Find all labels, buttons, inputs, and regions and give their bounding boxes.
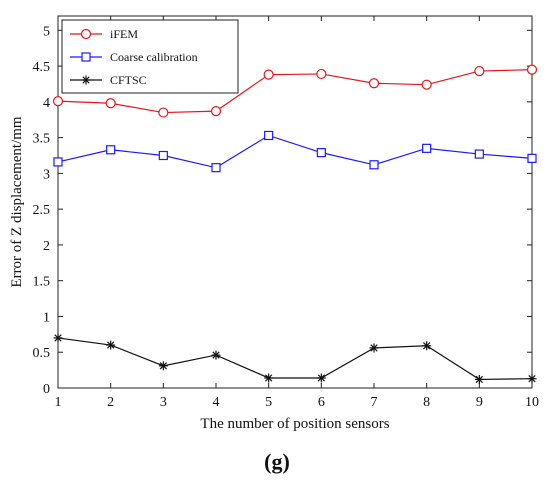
y-tick-label: 0.5	[33, 346, 51, 361]
data-point-coarse-calibration	[316, 148, 326, 158]
data-point-ifem	[526, 64, 538, 75]
plot-frame	[57, 15, 533, 389]
data-point-coarse-calibration	[527, 153, 537, 163]
data-point-cftsc	[316, 373, 326, 383]
data-point-ifem	[368, 78, 380, 89]
data-point-cftsc	[53, 333, 63, 343]
series-line-ifem	[57, 69, 533, 114]
x-tick-label: 4	[213, 395, 220, 410]
x-tick-label: 1	[55, 395, 62, 410]
legend-item: Coarse calibration	[70, 50, 198, 64]
y-tick-label: 1.5	[33, 275, 51, 290]
x-axis-title: The number of position sensors	[200, 416, 389, 432]
y-tick-label: 1	[43, 310, 50, 325]
x-tick-label: 7	[371, 395, 378, 410]
data-point-ifem	[421, 79, 432, 90]
data-point-ifem	[105, 98, 116, 109]
axes: 1 2 3 4 5 6 7 8 9 10 0 0.5 1 1.5 2 2.5 3 3.5 4 4.5 5	[33, 15, 539, 410]
data-point-ifem	[158, 107, 169, 118]
series-cftsc	[53, 333, 537, 384]
x-tick-label: 2	[107, 395, 114, 410]
y-tick-label: 0	[43, 382, 50, 397]
data-point-ifem	[52, 96, 64, 107]
data-point-cftsc	[264, 373, 274, 383]
y-tick-label: 2	[43, 239, 50, 254]
series-line-coarse-calibration	[57, 134, 533, 169]
x-tick-label: 8	[423, 395, 430, 410]
legend-item: CFTSC	[70, 73, 147, 87]
data-point-cftsc	[106, 340, 116, 350]
data-point-coarse-calibration	[211, 163, 221, 173]
y-tick-label: 4	[43, 96, 50, 111]
y-axis-title: Error of Z displacement/mm	[9, 116, 25, 288]
legend-label: Coarse calibration	[110, 50, 198, 64]
data-point-ifem	[474, 65, 485, 77]
x-tick-label: 6	[318, 395, 325, 410]
data-point-coarse-calibration	[369, 160, 379, 170]
legend-marker	[81, 75, 91, 85]
series-layer	[52, 64, 538, 384]
panel-label: (g)	[264, 449, 290, 474]
data-point-ifem	[263, 69, 274, 80]
y-tick-label: 3.5	[33, 132, 51, 147]
data-point-coarse-calibration	[264, 130, 274, 141]
x-tick-label: 5	[265, 395, 272, 410]
legend-label: iFEM	[110, 27, 138, 41]
data-point-coarse-calibration	[106, 145, 116, 155]
series-line-cftsc	[57, 337, 533, 381]
y-tick-label: 4.5	[33, 60, 51, 75]
legend: iFEM Coarse calibration CFTSC	[61, 19, 239, 94]
data-point-cftsc	[211, 350, 221, 360]
y-tick-label: 3	[43, 167, 50, 182]
data-point-ifem	[316, 68, 327, 80]
legend-marker	[81, 52, 91, 62]
series-coarse-calibration	[53, 130, 537, 173]
data-point-cftsc	[527, 374, 537, 384]
x-tick-label: 3	[160, 395, 167, 410]
legend-label: CFTSC	[110, 73, 147, 87]
data-point-coarse-calibration	[422, 143, 432, 153]
y-tick-label: 2.5	[33, 203, 51, 218]
data-point-coarse-calibration	[474, 149, 484, 159]
series-ifem	[52, 64, 538, 118]
data-point-cftsc	[422, 341, 432, 351]
x-tick-label: 10	[525, 395, 539, 410]
data-point-coarse-calibration	[53, 157, 63, 167]
data-point-cftsc	[369, 343, 379, 353]
data-point-cftsc	[158, 361, 168, 371]
legend-item: iFEM	[70, 27, 138, 41]
data-point-cftsc	[474, 374, 484, 384]
y-tick-label: 5	[43, 24, 50, 39]
legend-marker	[80, 28, 92, 40]
data-point-ifem	[210, 106, 222, 117]
data-point-coarse-calibration	[158, 150, 168, 161]
x-tick-label: 9	[476, 395, 483, 410]
